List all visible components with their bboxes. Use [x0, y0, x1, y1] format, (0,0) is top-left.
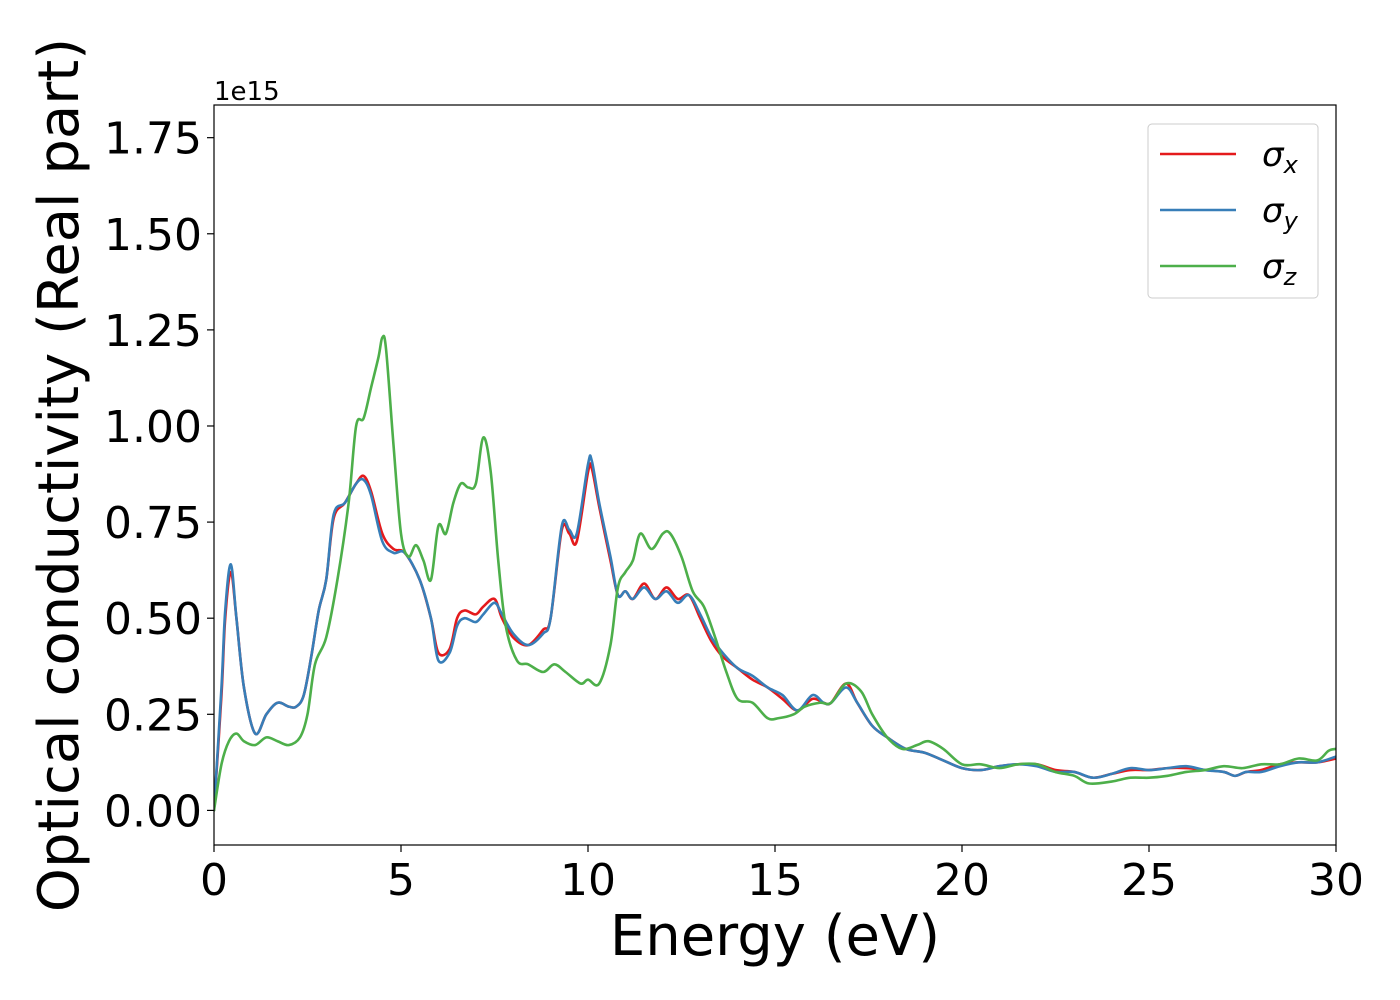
legend-subscript: y [1283, 207, 1299, 235]
x-tick-label: 25 [1121, 855, 1177, 906]
y-tick-label: 0.50 [104, 594, 202, 645]
y-tick-label: 0.00 [104, 786, 202, 837]
series-line-z [214, 334, 1336, 812]
legend-symbol: σ [1262, 247, 1285, 287]
legend-label-x: σx [1262, 135, 1299, 179]
legend-label-z: σz [1262, 247, 1298, 291]
y-tick-label: 0.75 [104, 498, 202, 549]
legend-label-y: σy [1262, 191, 1299, 235]
y-axis-ticks: 0.00 0.25 0.50 0.75 1.00 1.25 1.50 1.75 [104, 114, 214, 837]
series-line-y [214, 454, 1336, 812]
x-tick-label: 10 [560, 855, 616, 906]
x-tick-label: 30 [1308, 855, 1364, 906]
y-tick-label: 1.25 [104, 306, 202, 357]
x-tick-label: 5 [387, 855, 415, 906]
x-axis-title: Energy (eV) [610, 904, 940, 969]
legend-symbol: σ [1262, 135, 1285, 175]
legend-subscript: x [1283, 151, 1299, 179]
y-tick-label: 0.25 [104, 690, 202, 741]
x-tick-label: 0 [200, 855, 228, 906]
y-axis-title: Optical conductivity (Real part) [27, 38, 92, 912]
y-axis-offset-text: 1e15 [214, 77, 280, 107]
y-tick-label: 1.50 [104, 210, 202, 261]
y-tick-label: 1.00 [104, 402, 202, 453]
series-layer [214, 334, 1336, 812]
x-tick-label: 20 [934, 855, 990, 906]
legend-symbol: σ [1262, 191, 1285, 231]
x-tick-label: 15 [747, 855, 803, 906]
legend-subscript: z [1283, 263, 1298, 291]
y-tick-label: 1.75 [104, 114, 202, 165]
x-axis-ticks: 0 5 10 15 20 25 30 [200, 845, 1364, 906]
